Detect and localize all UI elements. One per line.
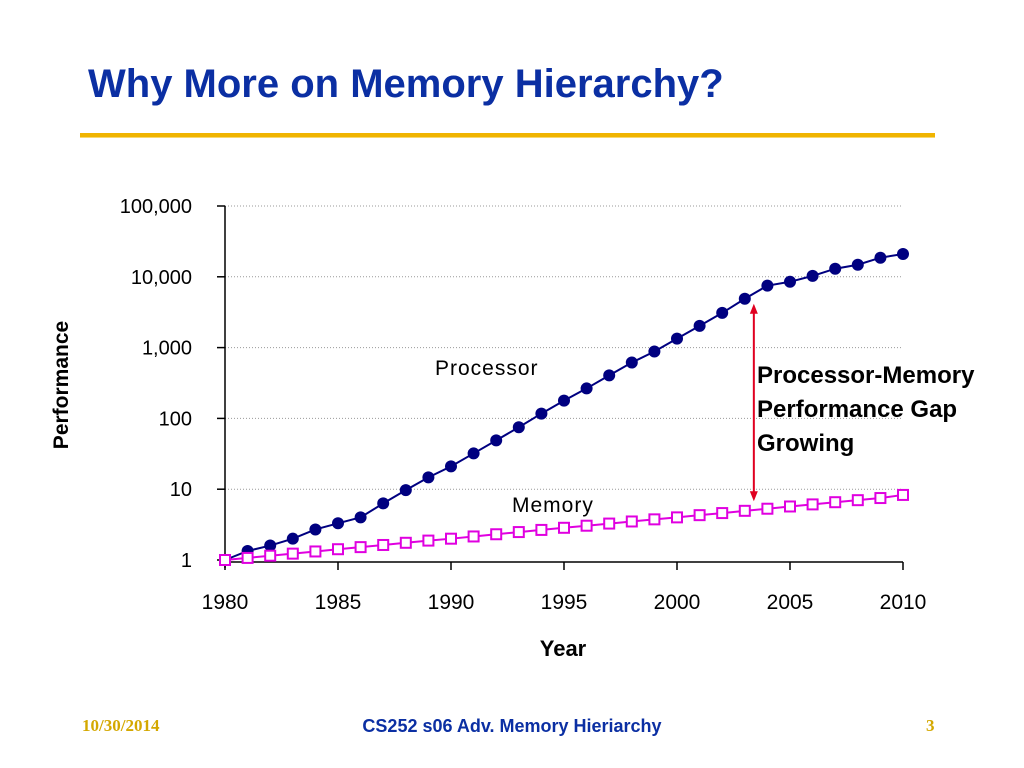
memory-point [512, 526, 525, 539]
memory-point [558, 521, 570, 534]
processor-point [512, 421, 525, 434]
memory-point [354, 541, 367, 554]
memory-point [535, 523, 548, 536]
x-tick-label: 2000 [654, 591, 701, 614]
processor-point [286, 532, 299, 545]
processor-point [445, 460, 457, 473]
memory-point [738, 504, 751, 517]
memory-point [851, 494, 864, 507]
page-number: 3 [926, 716, 935, 735]
gap-arrow-head-up [749, 303, 758, 314]
memory-point [422, 534, 435, 547]
memory-point [716, 507, 729, 520]
memory-point [580, 519, 593, 532]
memory-point [264, 549, 277, 562]
memory-point [806, 498, 819, 511]
x-tick-label: 2010 [880, 591, 927, 614]
processor-point [761, 279, 774, 292]
processor-point [490, 434, 503, 447]
gap-arrow-head-down [749, 491, 758, 502]
processor-point [693, 319, 706, 332]
processor-point [309, 523, 322, 536]
processor-label: Processor [435, 357, 539, 380]
memory-point [399, 536, 412, 549]
processor-point [558, 394, 570, 407]
memory-point [693, 509, 706, 522]
footer-course: CS252 s06 Adv. Memory Hieriarchy [362, 716, 662, 736]
y-tick-label: 1,000 [142, 338, 192, 360]
memory-point [377, 538, 390, 551]
memory-point [874, 492, 887, 505]
gap-label-line-2: Performance Gap [757, 396, 957, 423]
processor-point [399, 484, 412, 497]
memory-point [309, 545, 322, 558]
processor-point [851, 258, 864, 271]
processor-point [874, 251, 887, 264]
processor-point [603, 369, 616, 382]
processor-point [806, 269, 819, 282]
processor-point [784, 275, 796, 288]
processor-point [264, 539, 277, 552]
y-tick-label: 10,000 [131, 267, 192, 289]
memory-point [467, 530, 480, 543]
x-tick-label: 1990 [428, 591, 475, 614]
processor-point [716, 306, 729, 319]
gap-label-line-1: Processor-Memory [757, 362, 975, 389]
processor-point [897, 247, 909, 260]
memory-point [286, 547, 299, 560]
y-axis-label: Performance [50, 321, 73, 449]
processor-point [580, 382, 593, 395]
memory-label: Memory [512, 494, 594, 517]
slide-title: Why More on Memory Hierarchy? [88, 62, 724, 106]
x-tick-label: 1980 [202, 591, 249, 614]
memory-point [603, 517, 616, 530]
series-memory [219, 488, 909, 566]
processor-point [377, 497, 390, 510]
processor-point [354, 511, 367, 524]
gap-arrow [749, 303, 758, 502]
x-tick-label: 2005 [767, 591, 814, 614]
y-tick-label: 100 [159, 408, 192, 430]
processor-point [535, 407, 548, 420]
gap-label-line-3: Growing [757, 430, 854, 457]
memory-point [625, 515, 638, 528]
memory-point [241, 551, 254, 564]
memory-point [784, 500, 796, 513]
y-tick-label: 1 [181, 550, 192, 572]
y-tick-label: 100,000 [120, 196, 192, 218]
memory-point [761, 502, 774, 515]
processor-point [829, 262, 842, 275]
x-axis-label: Year [540, 636, 587, 661]
processor-point [738, 292, 751, 305]
title-underline [80, 133, 935, 138]
y-tick-label: 10 [170, 479, 192, 501]
memory-point [648, 513, 661, 526]
memory-point [219, 554, 231, 566]
processor-point [648, 345, 661, 358]
memory-point [897, 488, 909, 501]
x-tick-label: 1985 [315, 591, 362, 614]
memory-point [332, 543, 344, 556]
memory-point [490, 528, 503, 541]
x-tick-label: 1995 [541, 591, 588, 614]
footer-date: 10/30/2014 [82, 716, 160, 735]
memory-point [445, 532, 457, 545]
processor-point [332, 517, 344, 530]
memory-point [671, 511, 683, 524]
processor-point [422, 471, 435, 484]
processor-point [467, 447, 480, 460]
processor-point [671, 332, 683, 345]
memory-point [829, 496, 842, 509]
gap-annotation: Processor-Memory Performance Gap Growing [757, 362, 975, 457]
processor-point [625, 356, 638, 369]
